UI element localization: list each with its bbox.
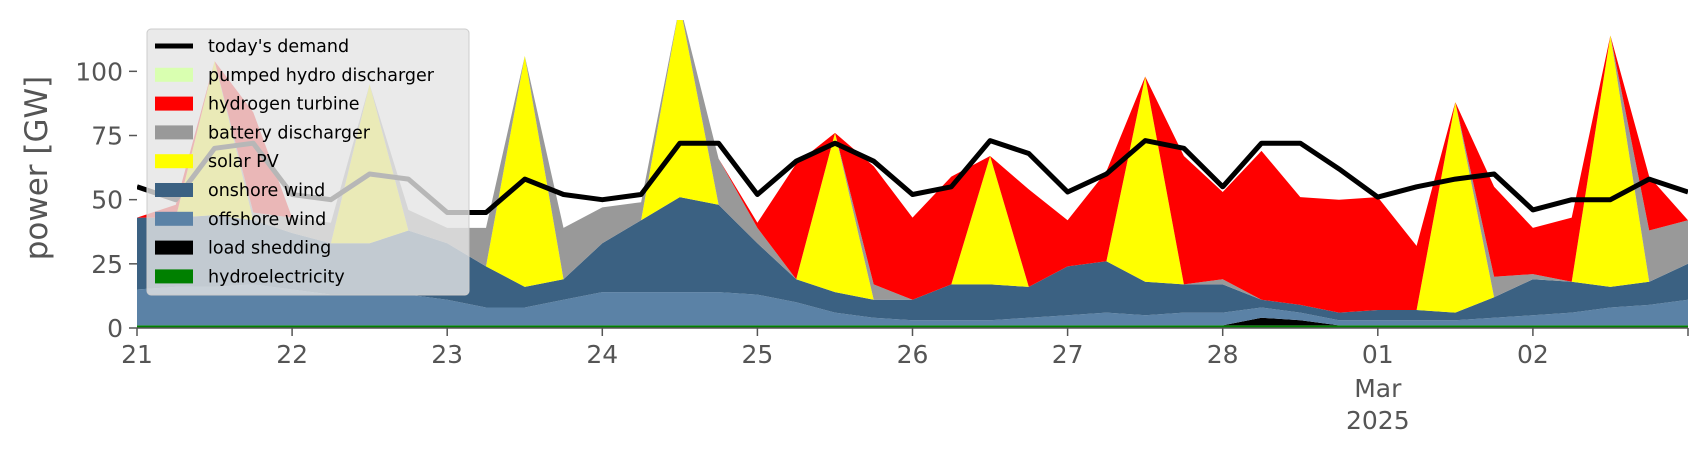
area-onshore-wind [137, 197, 1688, 321]
x-tick-label: 21 [121, 340, 153, 369]
x-tick-label: 02 [1517, 340, 1549, 369]
x-tick-label: 01 [1362, 340, 1394, 369]
legend-label: hydroelectricity [208, 267, 345, 287]
legend: today's demand pumped hydro discharger hyd… [146, 28, 470, 296]
x-tick-label: 28 [1207, 340, 1239, 369]
legend-label: load shedding [208, 239, 331, 259]
legend-swatch [155, 96, 193, 111]
area-load-shedding [137, 317, 1688, 326]
area-offshore-wind [137, 284, 1688, 326]
y-tick-label: 100 [75, 57, 123, 86]
legend-box [146, 28, 470, 296]
legend-swatch [155, 240, 193, 255]
x-tick-sublabel: 2025 [1346, 406, 1410, 435]
y-axis-title: power [GW] [19, 76, 55, 261]
x-tick-label: 22 [276, 340, 308, 369]
y-tick-label: 0 [107, 314, 123, 343]
legend-swatch [155, 67, 193, 82]
x-tick-label: 26 [897, 340, 929, 369]
legend-label: pumped hydro discharger [208, 66, 435, 86]
x-tick-label: 27 [1052, 340, 1084, 369]
legend-label: today's demand [208, 37, 349, 57]
legend-label: solar PV [208, 152, 279, 172]
x-tick-label: 25 [741, 340, 773, 369]
x-tick-label: 23 [431, 340, 463, 369]
legend-label: hydrogen turbine [208, 95, 360, 115]
y-tick-label: 50 [91, 186, 123, 215]
legend-label: onshore wind [208, 181, 325, 201]
area-hydrogen-turbine [137, 20, 1688, 313]
y-tick-label: 25 [91, 250, 123, 279]
area-solar-pv [137, 20, 1688, 313]
legend-swatch [155, 211, 193, 226]
y-tick-label: 75 [91, 122, 123, 151]
legend-swatch [155, 154, 193, 169]
legend-swatch [155, 183, 193, 197]
legend-swatch [155, 269, 193, 284]
legend-label: battery discharger [208, 123, 371, 143]
x-tick-label: 24 [586, 340, 618, 369]
x-tick-sublabel: Mar [1354, 374, 1402, 403]
legend-label: offshore wind [208, 210, 326, 230]
axes: 0 25 50 75 100 21 22 23 24 25 26 27 28 01 Mar 2025 02 [75, 57, 1689, 435]
legend-swatch [155, 125, 193, 140]
